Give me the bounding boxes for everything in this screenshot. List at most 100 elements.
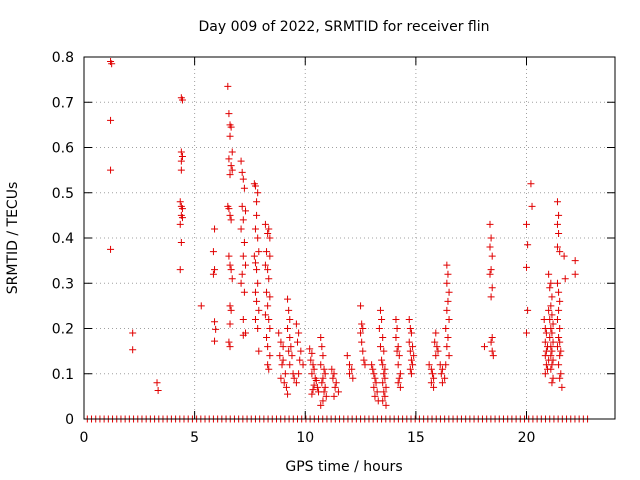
data-point <box>292 320 300 328</box>
data-point <box>528 202 536 210</box>
data-point <box>445 288 453 296</box>
data-point <box>107 245 115 253</box>
data-point <box>553 343 561 351</box>
data-point <box>545 270 553 278</box>
data-point <box>359 325 367 332</box>
data-point <box>527 180 535 188</box>
data-point <box>263 288 271 296</box>
data-point <box>319 352 327 360</box>
data-point <box>251 288 259 296</box>
data-point <box>227 266 235 274</box>
data-point <box>558 383 566 391</box>
data-point <box>523 329 530 337</box>
data-point <box>322 392 330 400</box>
data-point <box>226 320 234 328</box>
data-point <box>227 216 235 224</box>
data-point <box>379 397 387 405</box>
y-tick-label: 0.2 <box>52 322 74 338</box>
data-point <box>107 116 115 124</box>
data-point <box>430 383 438 391</box>
y-tick-label: 0.6 <box>52 141 74 157</box>
x-tick-label: 15 <box>407 430 425 446</box>
data-point <box>555 361 563 369</box>
data-point <box>369 365 377 373</box>
data-point <box>286 315 294 323</box>
data-point <box>251 182 259 190</box>
data-point <box>434 347 442 355</box>
data-point <box>549 320 557 328</box>
data-point <box>228 166 236 174</box>
data-point <box>264 361 272 369</box>
data-point <box>209 248 217 256</box>
data-point <box>380 370 388 378</box>
data-point <box>275 329 283 337</box>
data-point <box>395 352 403 360</box>
data-point <box>225 205 233 213</box>
data-point <box>556 352 564 360</box>
data-point <box>379 379 387 387</box>
data-point <box>382 401 390 409</box>
x-tick-label: 20 <box>518 430 536 446</box>
data-point <box>442 325 450 332</box>
data-point <box>407 329 415 337</box>
data-point <box>488 347 496 355</box>
data-point <box>555 229 563 237</box>
y-axis-label: SRMTID / TECUs <box>5 182 21 295</box>
data-point <box>211 225 219 233</box>
data-point <box>329 374 337 382</box>
data-point <box>251 259 259 267</box>
data-point <box>427 379 435 387</box>
data-point <box>545 306 553 314</box>
data-point <box>359 347 367 355</box>
data-point <box>357 329 365 337</box>
data-point <box>253 198 261 206</box>
data-point <box>380 347 388 355</box>
data-point <box>237 157 245 165</box>
data-point <box>153 379 161 387</box>
data-point <box>211 266 219 274</box>
data-point <box>433 343 441 351</box>
data-point <box>549 374 557 382</box>
data-points <box>83 58 592 423</box>
data-point <box>294 338 302 346</box>
data-point <box>321 383 329 391</box>
data-point <box>255 347 263 355</box>
x-tick-label: 0 <box>80 430 89 446</box>
data-point <box>523 263 530 271</box>
data-point <box>427 365 435 373</box>
data-point <box>555 334 563 342</box>
data-point <box>211 318 219 326</box>
data-point <box>445 315 453 323</box>
data-point <box>432 352 440 360</box>
data-point <box>556 338 564 346</box>
data-point <box>555 288 563 296</box>
data-point <box>176 220 184 228</box>
data-point <box>553 220 561 228</box>
data-point <box>227 123 235 131</box>
data-point <box>177 239 185 247</box>
data-point <box>547 302 555 310</box>
data-point <box>178 153 186 161</box>
data-point <box>261 261 269 269</box>
data-point <box>250 252 258 260</box>
data-point <box>310 365 318 373</box>
data-point <box>321 370 329 378</box>
data-point <box>237 225 245 233</box>
data-point <box>276 352 284 360</box>
data-point <box>441 374 449 382</box>
data-point <box>254 189 262 197</box>
data-point <box>376 343 384 351</box>
data-point <box>443 261 451 269</box>
data-point <box>240 184 248 192</box>
data-point <box>209 270 217 278</box>
data-point <box>549 356 557 364</box>
data-point <box>368 361 376 369</box>
data-point <box>378 356 386 364</box>
data-point <box>285 306 293 314</box>
data-point <box>176 198 184 206</box>
data-point <box>277 374 285 382</box>
data-point <box>405 315 413 323</box>
data-point <box>312 377 320 385</box>
data-point <box>557 370 565 378</box>
data-point <box>382 383 390 391</box>
